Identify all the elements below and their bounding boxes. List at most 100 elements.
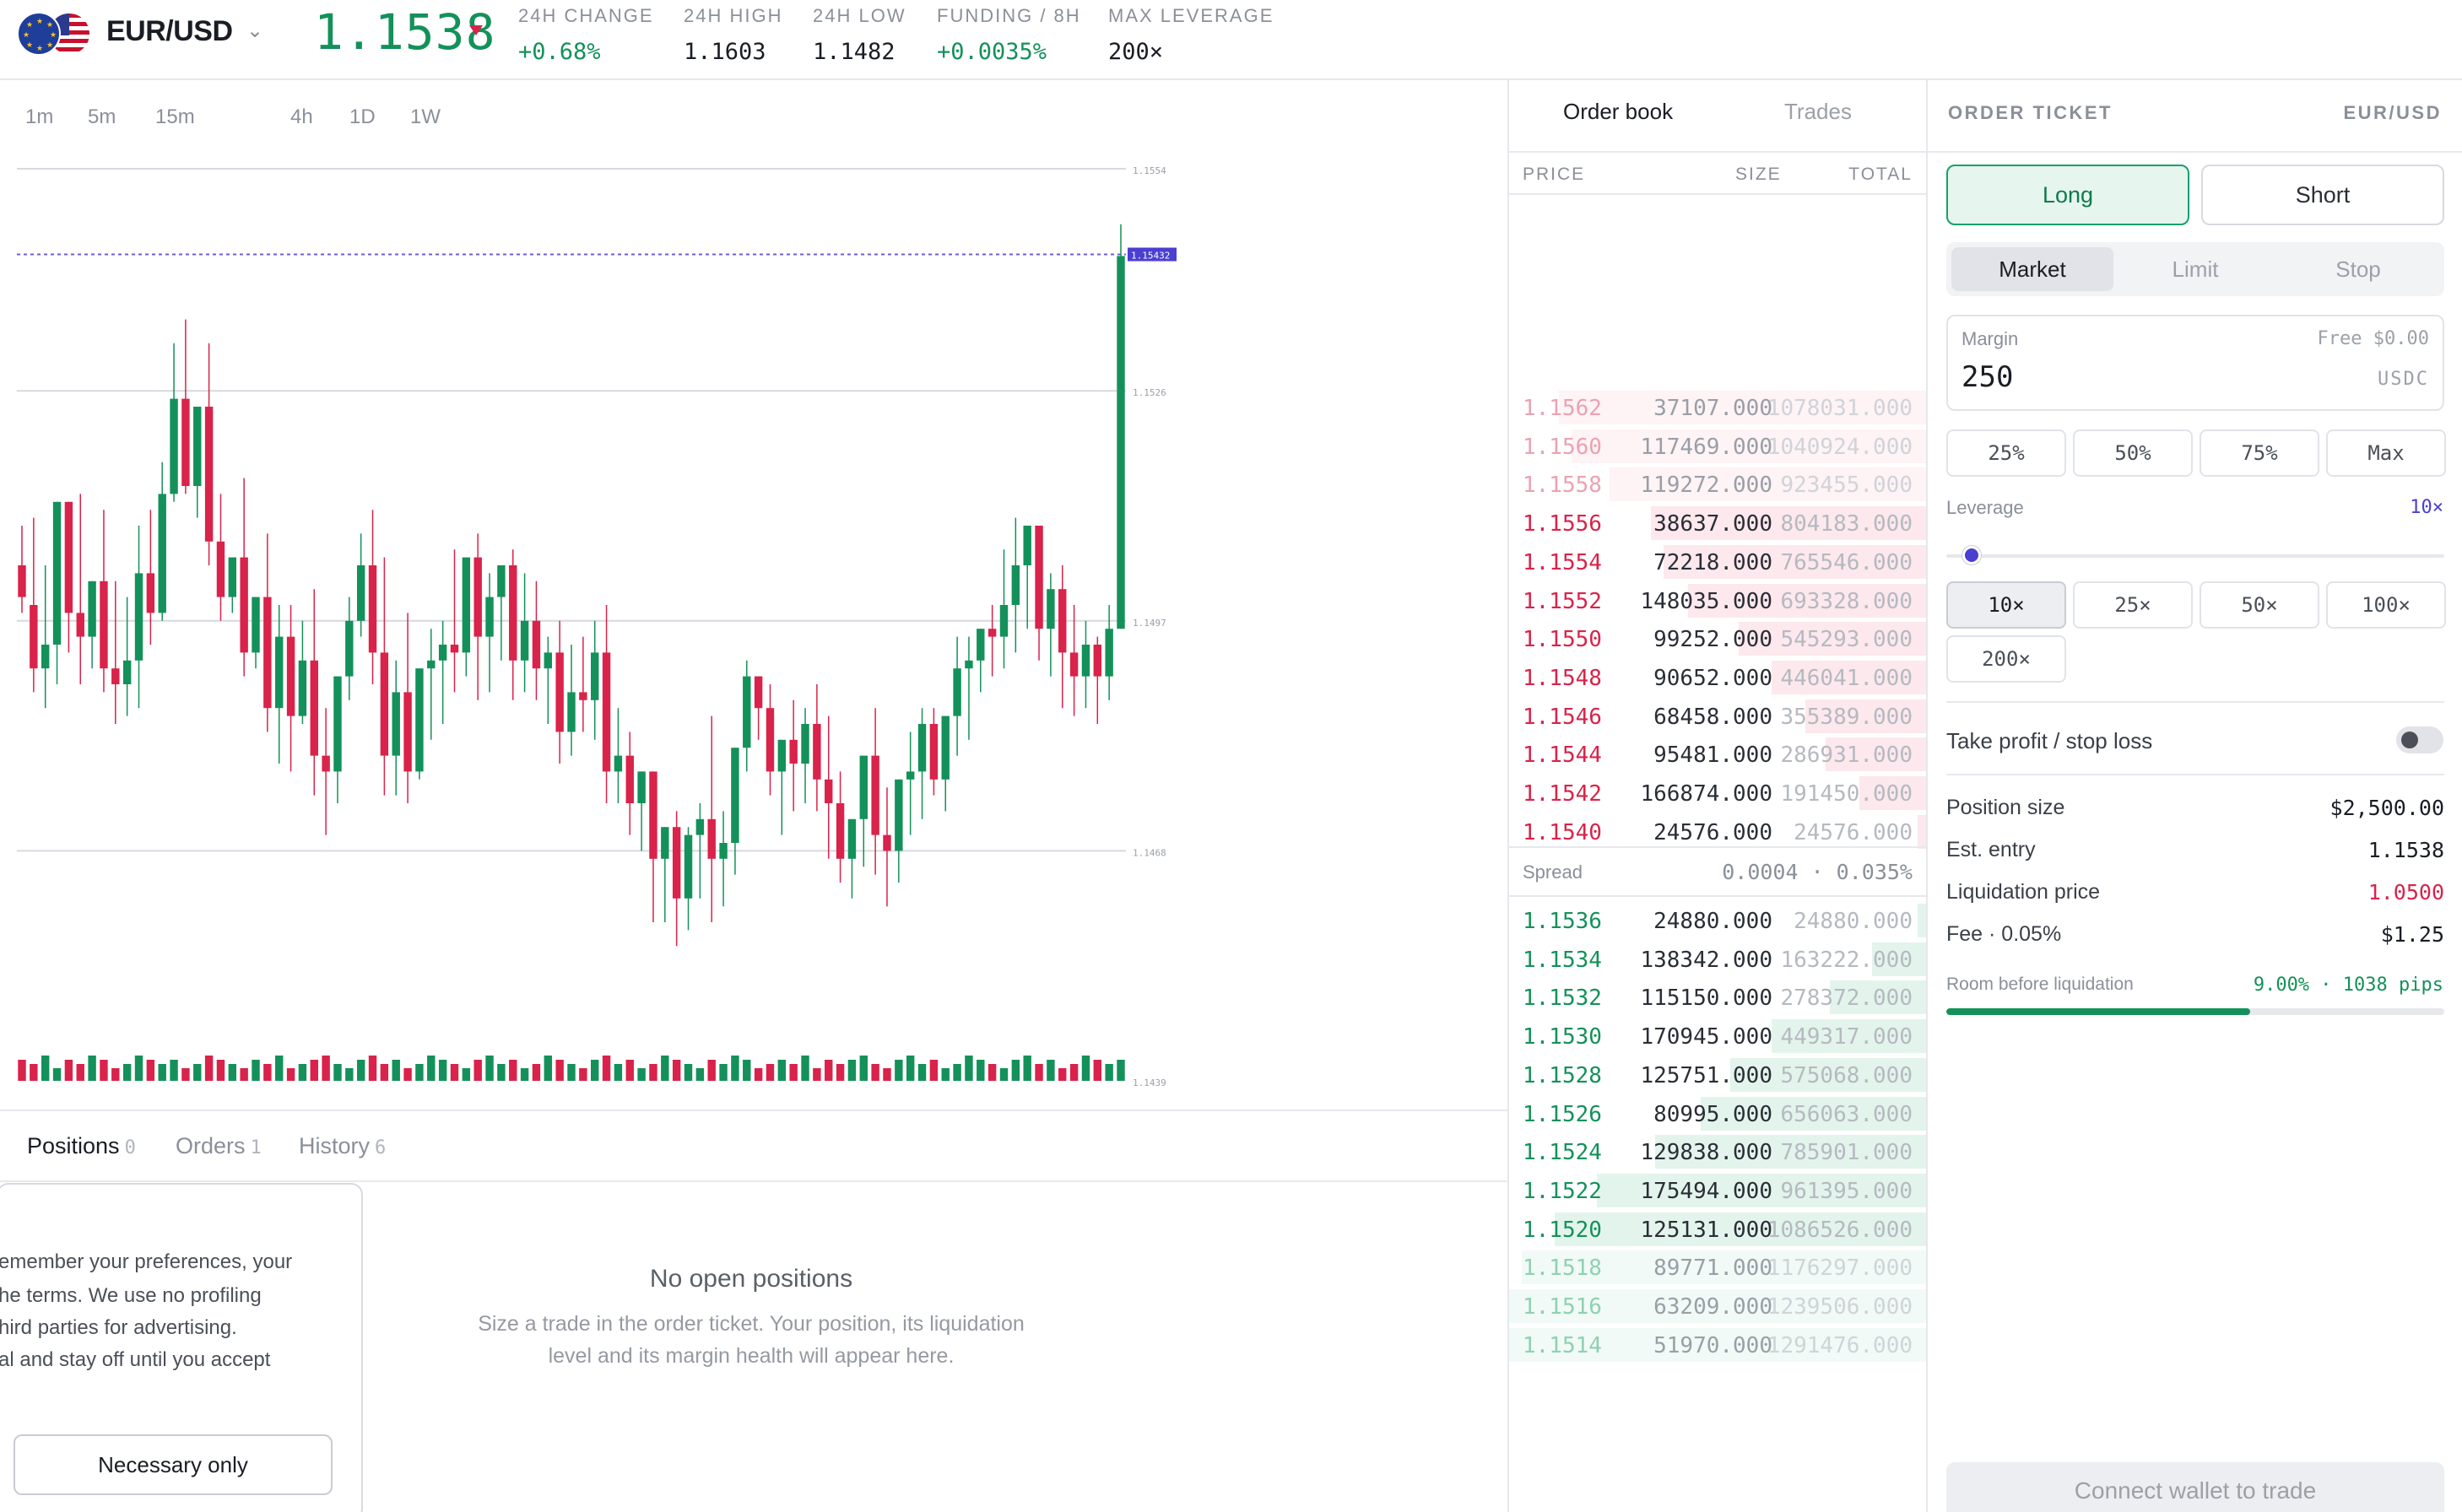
row-size: 24576.000 (1653, 819, 1772, 845)
ask-row[interactable]: 1.1560 117469.000 1040924.000 (1509, 428, 1926, 465)
leverage-slider-handle[interactable] (1961, 546, 1981, 564)
percent-chip-max[interactable]: Max (2326, 429, 2446, 477)
tab-trades[interactable]: Trades (1784, 99, 1852, 124)
row-price: 1.1548 (1523, 665, 1602, 691)
bid-row[interactable]: 1.1536 24880.000 24880.000 (1509, 902, 1926, 939)
order-type-limit[interactable]: Limit (2172, 256, 2219, 282)
short-button[interactable]: Short (2201, 165, 2444, 225)
price-chart[interactable]: 1.1554 1.1526 1.1497 1.1468 1.1439 1.15432 (0, 80, 1509, 1110)
volume-bar (847, 1060, 857, 1081)
ask-row[interactable]: 1.1542 166874.000 191450.000 (1509, 775, 1926, 812)
margin-value[interactable]: 250 (1961, 360, 2014, 394)
ask-row[interactable]: 1.1546 68458.000 355389.000 (1509, 698, 1926, 735)
bid-row[interactable]: 1.1526 80995.000 656063.000 (1509, 1095, 1926, 1132)
bid-row[interactable]: 1.1514 51970.000 1291476.000 (1509, 1326, 1926, 1364)
necessary-only-button[interactable]: Necessary only (14, 1434, 333, 1495)
volume-bar (252, 1060, 260, 1081)
leverage-chip-25[interactable]: 25× (2073, 581, 2193, 629)
timeframe-1W[interactable]: 1W (410, 105, 441, 128)
summary-key: Liquidation price (1946, 880, 2101, 904)
timeframe-5m[interactable]: 5m (88, 105, 116, 128)
row-price: 1.1562 (1523, 396, 1602, 421)
candle-body (333, 676, 342, 772)
ask-row[interactable]: 1.1554 72218.000 765546.000 (1509, 543, 1926, 580)
row-size: 170945.000 (1640, 1024, 1772, 1050)
tab-positions[interactable]: Positions 0 (27, 1133, 136, 1159)
last-price-tag-text: 1.15432 (1131, 251, 1170, 262)
bid-row[interactable]: 1.1520 125131.000 1086526.000 (1509, 1211, 1926, 1248)
leverage-chip-100[interactable]: 100× (2326, 581, 2446, 629)
row-price: 1.1534 (1523, 947, 1602, 973)
bid-row[interactable]: 1.1528 125751.000 575068.000 (1509, 1056, 1926, 1094)
bid-row[interactable]: 1.1534 138342.000 163222.000 (1509, 941, 1926, 978)
percent-chip-25[interactable]: 25% (1946, 429, 2066, 477)
depth-bar (1522, 1250, 1926, 1285)
timeframe-15m[interactable]: 15m (155, 105, 195, 128)
ask-row[interactable]: 1.1562 37107.000 1078031.000 (1509, 389, 1926, 426)
depth-bar (1555, 1212, 1926, 1246)
connect-wallet-button[interactable]: Connect wallet to trade (1946, 1462, 2444, 1512)
order-type-market[interactable]: Market (1951, 247, 2113, 291)
order-type-stop[interactable]: Stop (2335, 256, 2381, 282)
percent-chip-75[interactable]: 75% (2200, 429, 2319, 477)
bid-row[interactable]: 1.1530 170945.000 449317.000 (1509, 1018, 1926, 1055)
candle-body (473, 557, 482, 637)
ask-row[interactable]: 1.1540 24576.000 24576.000 (1509, 813, 1926, 850)
bid-row[interactable]: 1.1518 89771.000 1176297.000 (1509, 1249, 1926, 1286)
stat-label: 24H LOW (813, 5, 906, 26)
leverage-chip-200[interactable]: 200× (1946, 635, 2066, 683)
summary-value: 1.1538 (2367, 838, 2444, 862)
candle-body (813, 724, 821, 780)
tpsl-toggle[interactable] (2396, 726, 2443, 753)
timeframe-1m[interactable]: 1m (25, 105, 54, 128)
long-button[interactable]: Long (1946, 165, 2189, 225)
timeframe-1D[interactable]: 1D (349, 105, 376, 128)
depth-bar (1701, 1096, 1926, 1131)
volume-bar (988, 1064, 997, 1081)
timeframe-4h[interactable]: 4h (290, 105, 313, 128)
chart-panel[interactable]: 1m 5m 15m 4h 1D 1W 1.1554 1.1526 1.1497 1.1468 1.… (0, 80, 1509, 1110)
y-tick-label: 1.1468 (1133, 847, 1166, 858)
margin-input[interactable]: Margin Free $0.00 250 USDC (1946, 315, 2444, 411)
stat-block: 24H HIGH 1.1603 (684, 5, 782, 65)
order-ticket: ORDER TICKET EUR/USD Long Short Market L… (1928, 80, 2462, 1512)
tab-history[interactable]: History 6 (299, 1133, 386, 1159)
row-total: 1078031.000 (1767, 396, 1913, 421)
leverage-chip-50[interactable]: 50× (2200, 581, 2319, 629)
candle-body (766, 708, 775, 772)
depth-bar (1772, 1019, 1926, 1054)
tab-label: Orders (176, 1133, 246, 1158)
row-size: 125131.000 (1640, 1217, 1772, 1243)
row-size: 89771.000 (1653, 1256, 1772, 1282)
bid-row[interactable]: 1.1516 63209.000 1239506.000 (1509, 1288, 1926, 1325)
volume-bar (1035, 1064, 1043, 1081)
volume-bar (403, 1068, 412, 1081)
pair-selector-label[interactable]: EUR/USD (106, 15, 233, 47)
candle-body (88, 580, 96, 637)
total-column-header: TOTAL (1848, 165, 1913, 184)
volume-bar (614, 1064, 623, 1081)
chevron-down-icon[interactable]: ⌄ (246, 19, 264, 42)
volume-bar (719, 1064, 728, 1081)
volume-bar (322, 1056, 330, 1081)
ask-row[interactable]: 1.1558 119272.000 923455.000 (1509, 466, 1926, 503)
bid-row[interactable]: 1.1522 175494.000 961395.000 (1509, 1172, 1926, 1209)
leverage-slider-track[interactable] (1946, 554, 2444, 558)
tab-orders[interactable]: Orders 1 (176, 1133, 262, 1159)
bid-row[interactable]: 1.1524 129838.000 785901.000 (1509, 1133, 1926, 1170)
tpsl-label: Take profit / stop loss (1946, 728, 2153, 753)
ask-row[interactable]: 1.1550 99252.000 545293.000 (1509, 620, 1926, 657)
percent-chip-50[interactable]: 50% (2073, 429, 2193, 477)
candle-body (216, 541, 225, 597)
tab-order-book[interactable]: Order book (1563, 99, 1674, 124)
ask-row[interactable]: 1.1548 90652.000 446041.000 (1509, 659, 1926, 696)
tab-count: 0 (124, 1137, 136, 1158)
ask-row[interactable]: 1.1552 148035.000 693328.000 (1509, 582, 1926, 619)
cookie-text-line: al and stay off until you accept (0, 1348, 271, 1371)
ask-row[interactable]: 1.1556 38637.000 804183.000 (1509, 505, 1926, 542)
ask-row[interactable]: 1.1544 95481.000 286931.000 (1509, 736, 1926, 773)
depth-bar (1509, 1327, 1926, 1362)
bid-row[interactable]: 1.1532 115150.000 278372.000 (1509, 979, 1926, 1016)
leverage-chip-10[interactable]: 10× (1946, 581, 2066, 629)
candle-body (1035, 526, 1043, 629)
